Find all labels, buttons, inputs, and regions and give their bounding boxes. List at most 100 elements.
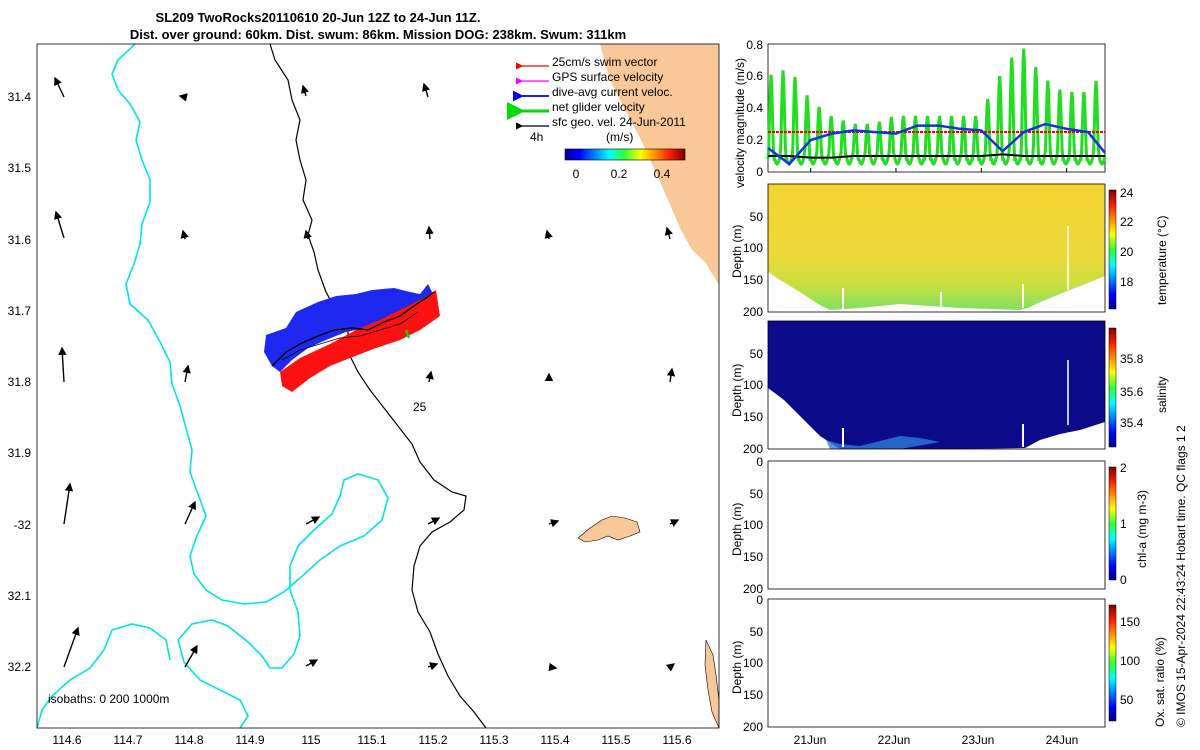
chl-cbar-label: chl-a (mg m-3) — [1135, 490, 1149, 568]
legend-swim: 25cm/s swim vector — [552, 55, 657, 69]
chl-cbar-tick: 0 — [1120, 573, 1127, 587]
land-garden-island — [704, 639, 719, 728]
ox-colorbar — [1108, 604, 1117, 722]
series-current — [767, 122, 1106, 166]
annotation-4h: 4h — [530, 130, 543, 144]
colorbar-tick-1: 0.2 — [611, 167, 628, 181]
colorbar-tick-2: 0.4 — [654, 167, 671, 181]
lon-tick: 115.5 — [601, 733, 630, 747]
map-legend: 25cm/s swim vector GPS surface velocity … — [507, 55, 686, 130]
chl-y-tick: 50 — [750, 487, 764, 501]
salinity-panel: 50 100 150 200 Depth (m) 35.8 35.6 35.4 … — [730, 320, 1169, 456]
legend-net: net glider velocity — [552, 100, 645, 114]
legend-geo: sfc geo. vel. 24-Jun-2011 — [552, 115, 686, 129]
series-geostrophic — [768, 153, 1105, 159]
footer-credit: © IMOS 15-Apr-2024 22:43:24 Hobart time.… — [1174, 425, 1188, 727]
lon-tick: 114.8 — [174, 733, 203, 747]
lat-tick: 31.8 — [8, 375, 32, 389]
lat-axis: 31.4 31.5 31.6 31.7 31.8 31.9 -32 32.1 3… — [8, 90, 32, 674]
velocity-plot — [766, 48, 1107, 172]
sal-cbar-tick: 35.4 — [1120, 416, 1144, 430]
time-tick: 21Jun — [794, 733, 827, 747]
vel-y-tick: 0.8 — [746, 38, 763, 52]
chl-cbar-tick: 1 — [1120, 517, 1127, 531]
ox-cbar-tick: 100 — [1120, 654, 1140, 668]
chl-colorbar — [1108, 466, 1117, 581]
chl-y-label: Depth (m) — [730, 503, 744, 556]
chl-cbar-tick: 2 — [1120, 461, 1127, 475]
temp-cbar-tick: 20 — [1120, 245, 1134, 259]
ox-y-label: Depth (m) — [730, 641, 744, 694]
temperature-panel: 50 100 150 200 Depth (m) 24 22 20 18 tem… — [730, 183, 1169, 319]
glider-track-2 — [281, 311, 419, 361]
lon-tick: 115 — [301, 733, 320, 747]
temp-cbar-tick: 18 — [1120, 275, 1134, 289]
lat-tick: 31.5 — [8, 161, 32, 175]
temp-colorbar — [1108, 189, 1117, 310]
time-tick: 22Jun — [878, 733, 911, 747]
ox-cbar-label: Ox. sat. ratio (%) — [1153, 637, 1167, 727]
sal-cbar-label: salinity — [1155, 376, 1169, 413]
vel-y-tick: 0 — [756, 165, 763, 179]
temp-y-tick: 100 — [743, 241, 763, 255]
colorbar — [564, 148, 686, 161]
lon-tick: 115.3 — [479, 733, 508, 747]
temp-y-label: Depth (m) — [730, 225, 744, 278]
legend-gps: GPS surface velocity — [552, 70, 663, 84]
salinity-field — [768, 321, 1105, 449]
sal-cbar-tick: 35.8 — [1120, 352, 1144, 366]
velocity-panel: 0 0.2 0.4 0.6 0.8 velocity magnitude (m/… — [733, 38, 1107, 188]
ox-cbar-tick: 150 — [1120, 615, 1140, 629]
lat-tick: -32 — [14, 518, 32, 532]
ox-y-tick: 200 — [743, 720, 763, 734]
temp-y-tick: 200 — [743, 305, 763, 319]
glider-vector-fan — [264, 284, 440, 392]
lat-tick: 32.2 — [8, 660, 32, 674]
temp-cbar-label: temperature (°C) — [1155, 216, 1169, 306]
map-panel: 4h 25 isobaths: 0 200 1000m 25cm/s swim … — [8, 43, 720, 747]
lat-tick: 31.6 — [8, 233, 32, 247]
sal-y-tick: 100 — [743, 378, 763, 392]
chla-panel: 0 50 100 150 200 Depth (m) 2 1 0 chl-a (… — [730, 455, 1149, 596]
temp-y-tick: 150 — [743, 273, 763, 287]
lon-axis: 114.6 114.7 114.8 114.9 115 115.1 115.2 … — [52, 733, 691, 747]
colorbar-title: (m/s) — [606, 130, 633, 144]
time-tick: 23Jun — [962, 733, 995, 747]
chl-y-tick: 100 — [743, 518, 763, 532]
lat-tick: 31.4 — [8, 90, 32, 104]
lon-tick: 114.6 — [52, 733, 81, 747]
temp-cbar-tick: 22 — [1120, 215, 1134, 229]
ox-y-tick: 100 — [743, 656, 763, 670]
chl-y-tick: 0 — [756, 455, 763, 469]
annotation-25: 25 — [413, 400, 427, 414]
temp-cbar-tick: 24 — [1120, 186, 1134, 200]
isobath-200m — [269, 44, 487, 728]
vel-y-tick: 0.6 — [746, 69, 763, 83]
isobath-label: isobaths: 0 200 1000m — [48, 692, 169, 706]
sal-y-label: Depth (m) — [730, 364, 744, 417]
sal-cbar-tick: 35.6 — [1120, 385, 1144, 399]
vel-y-tick: 0.4 — [746, 101, 763, 115]
ox-y-tick: 50 — [750, 625, 764, 639]
ox-y-tick: 0 — [756, 593, 763, 607]
time-axis: 21Jun 22Jun 23Jun 24Jun — [794, 733, 1079, 747]
legend-current: dive-avg current veloc. — [552, 85, 673, 99]
lon-tick: 115.4 — [540, 733, 569, 747]
ox-cbar-tick: 50 — [1120, 693, 1134, 707]
land-mainland — [600, 44, 719, 285]
lat-tick: 31.9 — [8, 446, 32, 460]
time-tick: 24Jun — [1046, 733, 1079, 747]
sal-y-tick: 150 — [743, 410, 763, 424]
title-line-2: Dist. over ground: 60km. Dist. swum: 86k… — [130, 27, 626, 42]
glider-track — [271, 291, 435, 367]
salinity-deep-highlight — [826, 436, 940, 449]
lon-tick: 115.6 — [662, 733, 691, 747]
chl-y-tick: 200 — [743, 582, 763, 596]
isobath-1000m — [111, 44, 389, 728]
colorbar-tick-0: 0 — [573, 167, 580, 181]
vel-y-label: velocity magnitude (m/s) — [733, 58, 747, 188]
lat-tick: 31.7 — [8, 304, 32, 318]
temperature-field — [768, 184, 1105, 310]
oxygen-panel: 0 50 100 150 200 Depth (m) 150 100 50 Ox… — [730, 593, 1167, 734]
